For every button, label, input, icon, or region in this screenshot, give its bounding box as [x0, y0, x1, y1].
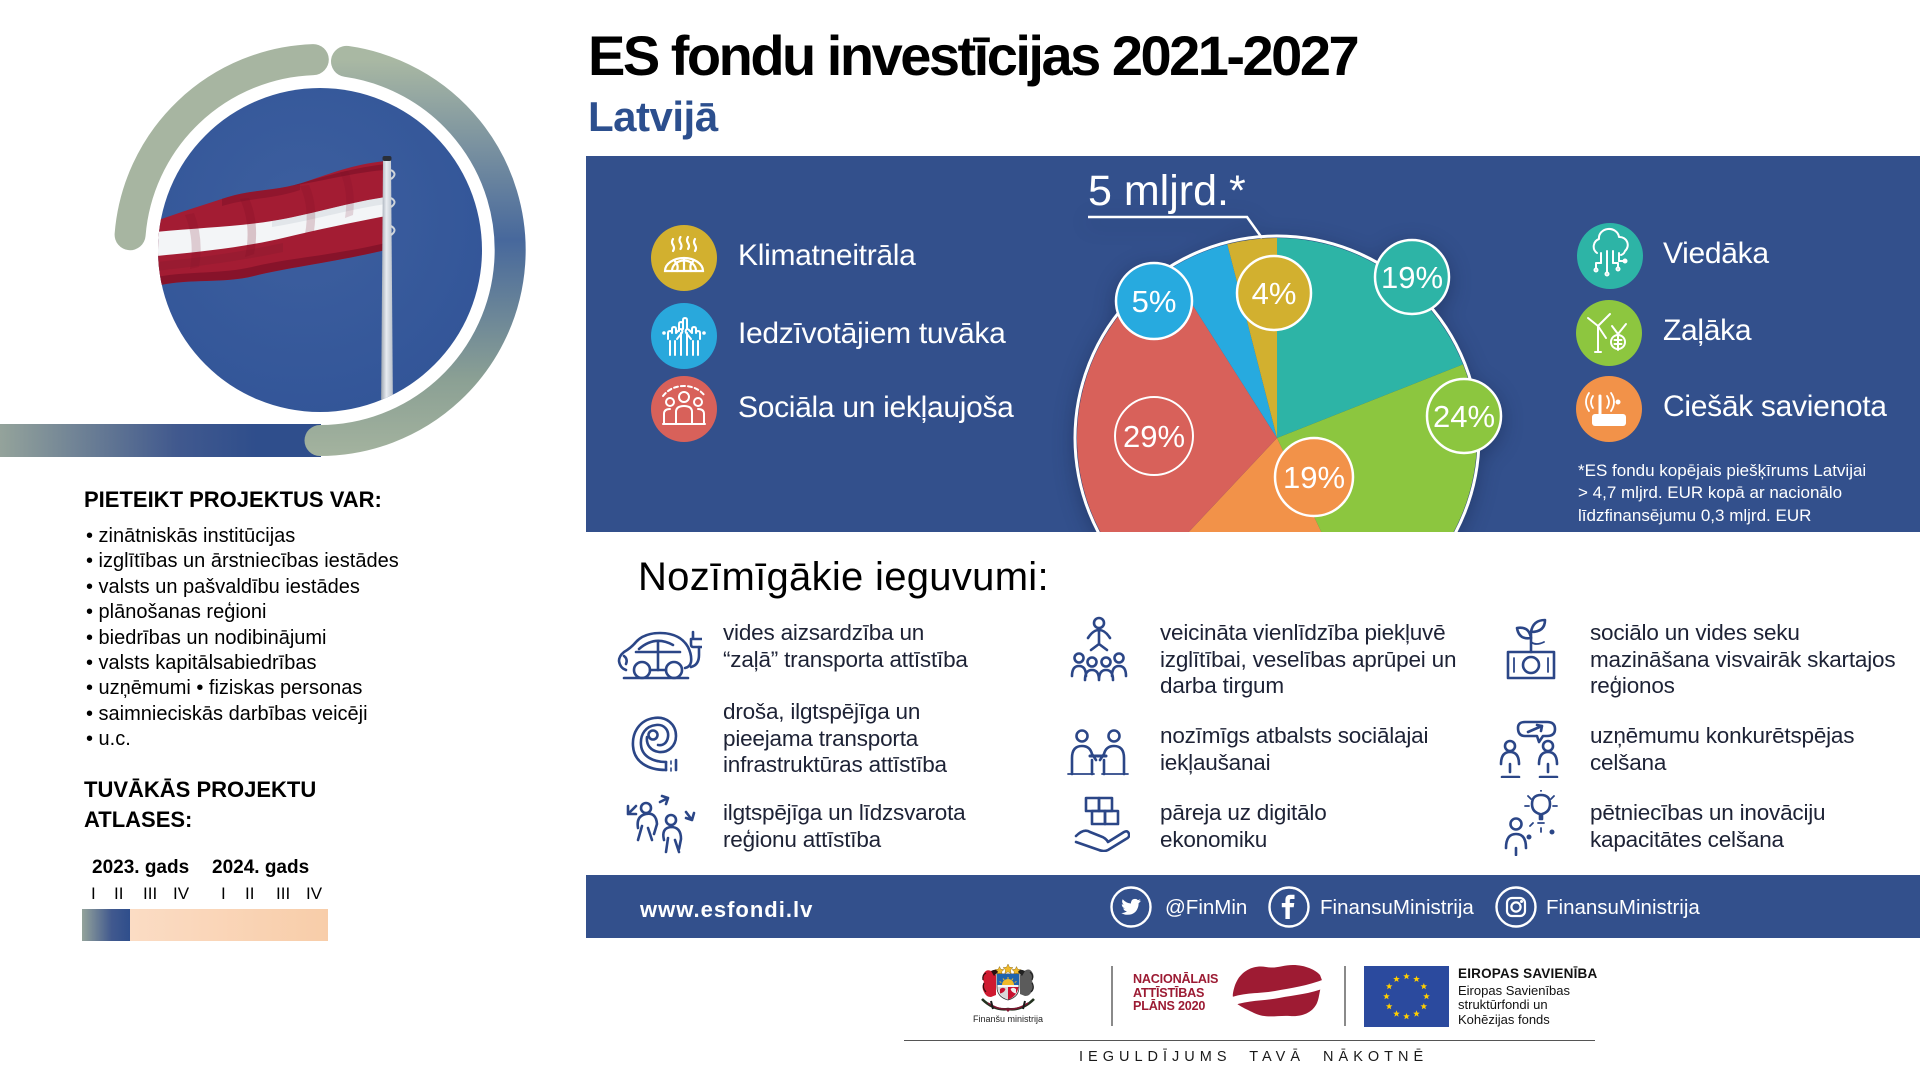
svg-text:4%: 4%	[1252, 276, 1297, 311]
svg-text:24%: 24%	[1433, 399, 1495, 434]
svg-text:29%: 29%	[1123, 419, 1185, 454]
svg-text:5%: 5%	[1132, 284, 1177, 319]
svg-text:19%: 19%	[1381, 260, 1443, 295]
svg-text:19%: 19%	[1283, 460, 1345, 495]
